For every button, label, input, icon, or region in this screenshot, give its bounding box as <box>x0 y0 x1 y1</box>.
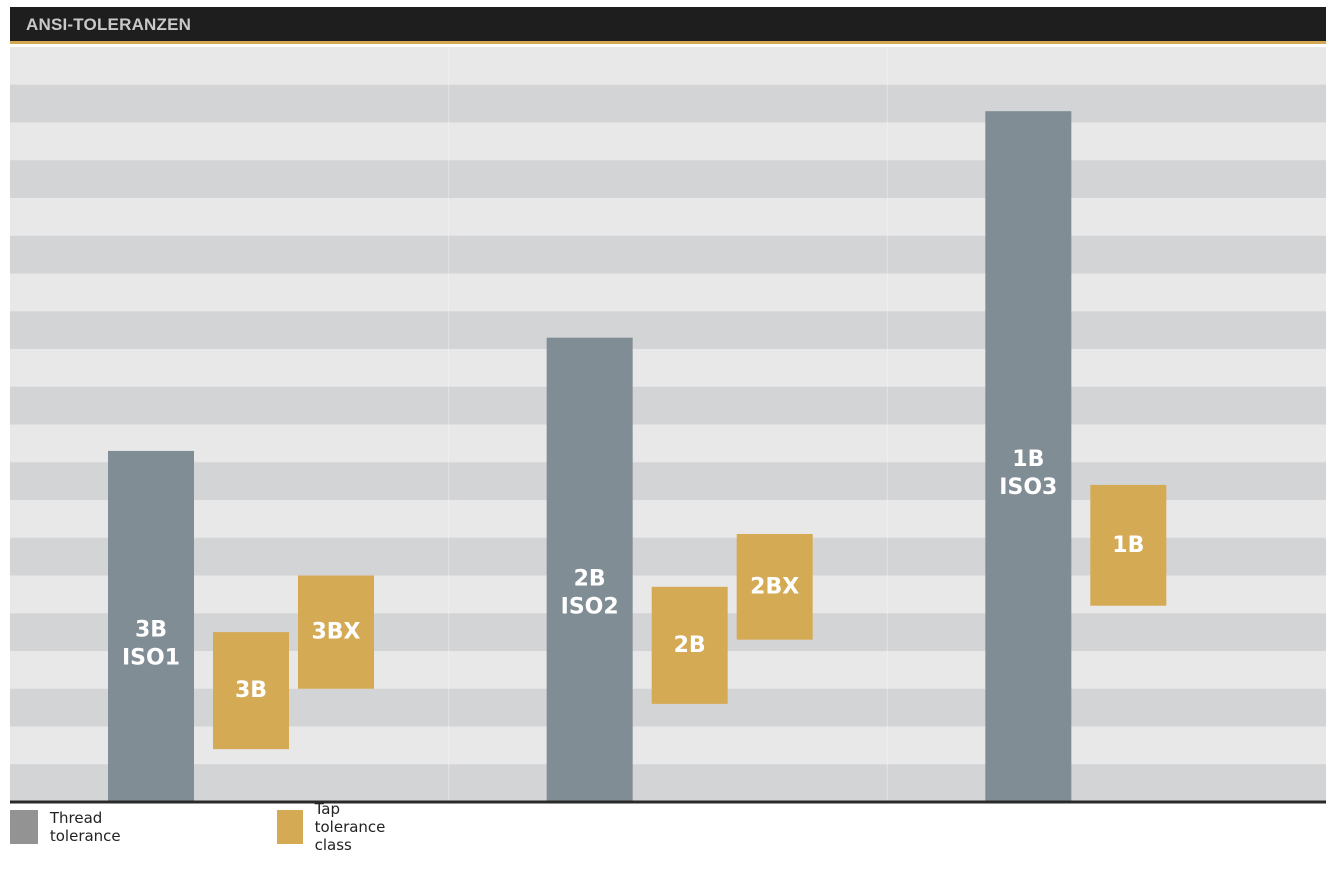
legend-item-tap: Tap tolerance class <box>277 800 402 854</box>
grid-band <box>10 47 1326 86</box>
title-bar: ANSI-TOLERANZEN <box>10 7 1326 44</box>
grid-band <box>10 160 1326 199</box>
thread-tolerance-bar <box>546 337 633 802</box>
tap-tolerance-label: 1B <box>1112 533 1144 558</box>
grid-band <box>10 198 1326 237</box>
grid-band <box>10 349 1326 388</box>
tap-tolerance-label: 2BX <box>750 574 799 599</box>
chart: 3B ISO1 3B 3BX 2B ISO2 2B 2BX 1B ISO3 1B <box>10 47 1326 804</box>
tap-tolerance-label: 3BX <box>311 620 360 645</box>
grid-band <box>10 311 1326 350</box>
bars: 3B ISO1 3B 3BX 2B ISO2 2B 2BX 1B ISO3 1B <box>108 111 1167 803</box>
grid-band <box>10 122 1326 161</box>
tap-tolerance-bar <box>651 586 728 704</box>
tap-tolerance-label: 2B <box>674 633 706 658</box>
thread-tolerance-label: ISO3 <box>999 475 1057 500</box>
grid-band <box>10 424 1326 463</box>
grid-band <box>10 764 1326 803</box>
grid-band <box>10 84 1326 123</box>
grid-band <box>10 386 1326 425</box>
grid-band <box>10 235 1326 274</box>
tap-tolerance-label: 3B <box>235 678 267 703</box>
tap-tolerance-bar <box>736 533 813 640</box>
legend-label-tap: Tap tolerance class <box>314 800 386 854</box>
thread-tolerance-label: ISO2 <box>561 595 619 620</box>
thread-tolerance-label: ISO1 <box>122 646 180 671</box>
thread-tolerance-label: 3B <box>135 618 167 643</box>
thread-tolerance-label: 2B <box>574 567 606 592</box>
grid-band <box>10 726 1326 765</box>
chart-title: ANSI-TOLERANZEN <box>26 15 192 34</box>
thread-tolerance-label: 1B <box>1012 447 1044 472</box>
legend-swatch-thread <box>10 810 38 844</box>
tap-tolerance-bar <box>1090 484 1167 606</box>
thread-tolerance-bar <box>985 111 1072 803</box>
legend-label-thread: Thread tolerance <box>49 809 121 845</box>
tap-tolerance-bar <box>213 632 289 750</box>
grid-band <box>10 273 1326 312</box>
tap-tolerance-bar <box>298 575 374 689</box>
thread-tolerance-bar <box>108 450 194 802</box>
legend-item-thread: Thread tolerance <box>10 809 135 845</box>
group-dividers <box>448 47 888 802</box>
legend-swatch-tap <box>277 810 303 844</box>
